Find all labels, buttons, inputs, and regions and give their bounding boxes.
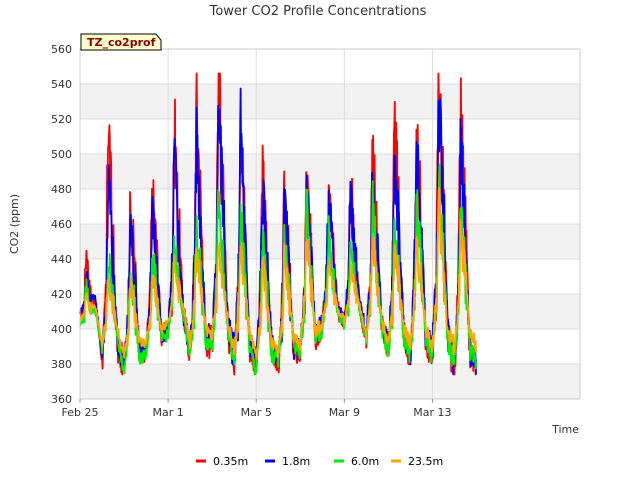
y-tick-label: 380 — [51, 358, 72, 371]
legend-label: 23.5m — [408, 455, 443, 468]
plot-band — [80, 84, 580, 119]
x-tick-label: Mar 13 — [413, 406, 451, 419]
site-badge-box — [80, 33, 162, 51]
x-tick-label: Mar 1 — [152, 406, 183, 419]
y-tick-label: 360 — [51, 393, 72, 406]
y-tick-label: 460 — [51, 218, 72, 231]
y-axis-label: CO2 (ppm) — [8, 194, 21, 254]
y-tick-label: 420 — [51, 288, 72, 301]
site-badge-label: TZ_co2prof — [87, 36, 156, 49]
y-tick-label: 480 — [51, 183, 72, 196]
series-lines — [79, 72, 477, 376]
legend-label: 6.0m — [351, 455, 379, 468]
site-badge: TZ_co2prof — [80, 33, 162, 51]
plot-band — [80, 154, 580, 189]
plot-frame — [79, 48, 581, 400]
y-tick-label: 440 — [51, 253, 72, 266]
series-line-23-5m — [79, 187, 477, 360]
legend: 0.35m 1.8m 6.0m 23.5m — [196, 455, 443, 468]
y-axis: 360 380 400 420 440 460 480 500 520 540 560 — [51, 43, 72, 406]
chart-title: Tower CO2 Profile Concentrations — [209, 4, 427, 19]
x-axis: Feb 25 Mar 1 Mar 5 Mar 9 Mar 13 — [62, 399, 452, 419]
x-axis-label: Time — [551, 423, 579, 436]
x-tick-label: Mar 9 — [329, 406, 360, 419]
y-tick-label: 400 — [51, 323, 72, 336]
y-tick-label: 560 — [51, 43, 72, 56]
y-tick-label: 500 — [51, 148, 72, 161]
legend-label: 0.35m — [213, 455, 248, 468]
x-tick-label: Feb 25 — [62, 406, 99, 419]
legend-label: 1.8m — [282, 455, 310, 468]
plot-band — [80, 294, 580, 329]
y-tick-label: 520 — [51, 113, 72, 126]
plot-band — [80, 364, 580, 399]
x-tick-label: Mar 5 — [241, 406, 272, 419]
y-tick-label: 540 — [51, 78, 72, 91]
